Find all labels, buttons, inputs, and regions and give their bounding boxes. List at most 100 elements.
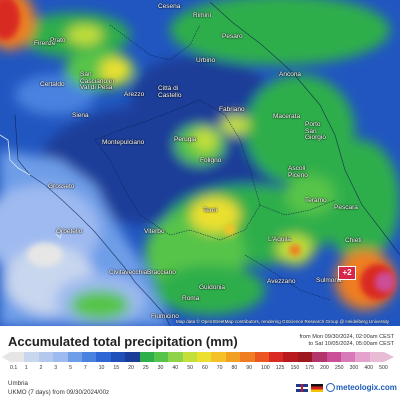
scale-tick-label: 150 xyxy=(290,365,300,371)
scale-arrow-right-icon xyxy=(384,352,394,362)
scale-swatch xyxy=(340,352,356,362)
city-label: Sulmona xyxy=(316,277,342,284)
scale-tick-label: 40 xyxy=(172,365,179,371)
city-label: L'Aquila xyxy=(268,236,291,243)
scale-tick-label: 100 xyxy=(261,365,270,371)
city-label: Foligno xyxy=(200,157,222,164)
scale-tick-label: 25 xyxy=(142,365,149,371)
city-label: Certaldo xyxy=(40,81,65,88)
scale-tick-label: 70 xyxy=(216,365,223,371)
scale-swatch xyxy=(125,352,140,362)
city-label: Ascoli Piceno xyxy=(288,165,308,179)
city-label: Chieti xyxy=(345,237,362,244)
precipitation-field xyxy=(0,0,400,326)
city-label: Grosseto xyxy=(48,183,75,190)
scale-tick-label: 500 xyxy=(379,365,388,371)
city-label: Avezzano xyxy=(267,278,296,285)
scale-swatch xyxy=(110,352,126,362)
scale-tick-label: 0.1 xyxy=(10,365,18,371)
city-label: Porto San Giorgio xyxy=(305,121,326,141)
period-to: to Sat 10/05/2024, 05:00am CEST xyxy=(308,341,394,347)
city-label: Prato xyxy=(50,37,66,44)
scale-tick-label: 50 xyxy=(187,365,193,371)
city-label: Teramo xyxy=(305,197,327,204)
meteologix-logo[interactable]: meteologix.com xyxy=(326,383,397,393)
city-label: Firenze xyxy=(34,40,56,47)
city-label: Macerata xyxy=(273,113,301,120)
city-label: Montepulciano xyxy=(102,139,145,146)
scale-tick-label: 3 xyxy=(54,365,58,371)
uk-flag-icon[interactable] xyxy=(296,384,308,392)
city-label: Ancona xyxy=(279,71,302,78)
city-label: Bracciano xyxy=(147,269,176,276)
scale-arrow-left-icon xyxy=(2,352,10,362)
scale-tick-label: 7 xyxy=(83,365,87,371)
legend-title: Accumulated total precipitation (mm) xyxy=(8,334,238,349)
scale-swatch xyxy=(369,352,385,362)
city-label: Urbino xyxy=(196,57,216,64)
city-label: Guidonia xyxy=(199,284,226,291)
scale-swatch xyxy=(312,352,327,362)
scale-swatch xyxy=(269,352,284,362)
scale-swatch xyxy=(197,352,212,362)
city-label: Fabriano xyxy=(219,106,245,113)
scale-tick-label: 175 xyxy=(305,365,314,371)
scale-swatch xyxy=(168,352,183,362)
city-label: Roma xyxy=(182,295,200,302)
scale-swatch xyxy=(182,352,198,362)
german-flag-icon[interactable] xyxy=(311,384,323,392)
city-label: Cesena xyxy=(158,3,181,10)
scale-swatch xyxy=(67,352,82,362)
scale-tick-label: 300 xyxy=(349,365,359,371)
scale-tick-label: 1 xyxy=(24,365,28,371)
city-label: Pesaro xyxy=(222,33,243,40)
scale-ticks: 0.1 1 2 3 5 7 10 15 20 25 30 40 50 60 70 80 90 100 125 150 1… xyxy=(10,365,394,375)
city-label: Fiumicino xyxy=(151,313,179,320)
region-name: Umbria xyxy=(8,380,28,387)
city-label: Siena xyxy=(72,112,89,119)
scale-swatch xyxy=(96,352,111,362)
scale-swatch xyxy=(153,352,169,362)
scale-swatch xyxy=(297,352,313,362)
max-value-badge: +2 xyxy=(338,266,356,280)
scale-swatch xyxy=(283,352,298,362)
scale-tick-label: 60 xyxy=(201,365,208,371)
scale-tick-label: 250 xyxy=(334,365,344,371)
logo-text: meteologix.com xyxy=(336,383,397,392)
scale-tick-label: 10 xyxy=(98,365,105,371)
scale-swatch xyxy=(53,352,68,362)
city-label: Perugia xyxy=(174,136,197,143)
scale-swatch xyxy=(355,352,370,362)
scale-swatch xyxy=(81,352,97,362)
color-scale xyxy=(10,352,385,362)
scale-swatch xyxy=(38,352,54,362)
scale-swatch xyxy=(10,352,25,362)
city-label: Pescara xyxy=(334,204,358,211)
scale-swatch xyxy=(240,352,255,362)
city-label: Città di Castello xyxy=(158,85,182,99)
scale-tick-label: 125 xyxy=(275,365,285,371)
scale-swatch xyxy=(326,352,341,362)
map-attribution: Map data © OpenStreetMap contributors, r… xyxy=(176,319,390,324)
scale-tick-label: 90 xyxy=(246,365,253,371)
scale-swatch xyxy=(139,352,154,362)
scale-tick-label: 20 xyxy=(128,365,134,371)
precipitation-map[interactable]: Cesena Rimini Prato Firenze Pesaro Urbin… xyxy=(0,0,400,326)
city-label: Civitavecchia xyxy=(109,269,148,276)
city-label: Viterbo xyxy=(144,228,165,235)
scale-tick-label: 15 xyxy=(113,365,120,371)
scale-tick-label: 200 xyxy=(320,365,329,371)
city-label: Arezzo xyxy=(124,91,145,98)
model-run: UKMO (7 days) from 09/30/2024/00z xyxy=(8,389,110,396)
scale-tick-label: 2 xyxy=(39,365,43,371)
scale-tick-label: 5 xyxy=(69,365,72,371)
city-label: Terni xyxy=(203,207,218,214)
scale-tick-label: 400 xyxy=(364,365,374,371)
period-from: from Mon 09/30/2024, 02:00am CEST xyxy=(299,334,394,340)
city-label: Orbetello xyxy=(56,228,83,235)
logo-icon xyxy=(326,383,335,393)
scale-tick-label: 30 xyxy=(157,365,164,371)
scale-swatch xyxy=(211,352,226,362)
city-label: San Casciano in Val di Pesa xyxy=(80,71,114,91)
scale-swatch xyxy=(24,352,39,362)
